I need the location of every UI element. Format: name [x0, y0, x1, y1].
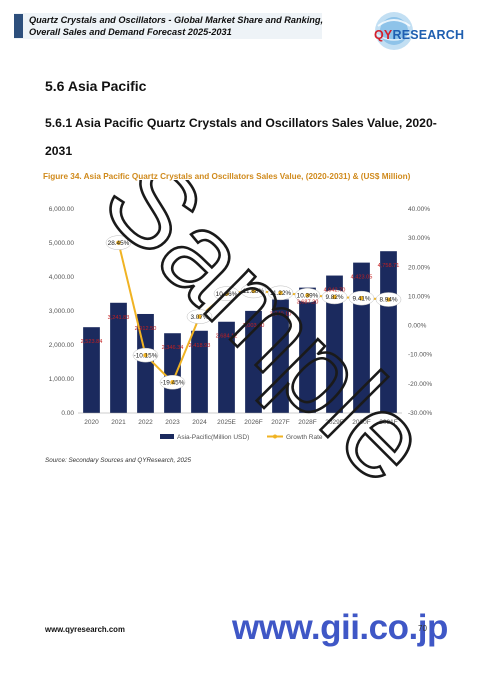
- y-left-tick-label: 4,000.00: [49, 274, 75, 281]
- x-tick-label: 2021: [111, 419, 126, 426]
- bar-2027F: [272, 299, 289, 413]
- bar-data-label: 3,687.20: [297, 300, 319, 306]
- bar-2028F: [299, 287, 316, 413]
- bar-2031F: [380, 251, 397, 413]
- bar-data-label: 3,340.10: [270, 311, 292, 317]
- bar-data-label: 3,241.83: [108, 315, 130, 321]
- logo-wordmark: QYRESEARCH: [374, 28, 464, 42]
- x-tick-label: 2024: [192, 419, 207, 426]
- growth-point: [251, 288, 256, 294]
- footer-url[interactable]: www.qyresearch.com: [45, 625, 125, 634]
- bar-data-label: 2,912.50: [135, 326, 157, 332]
- growth-point: [305, 293, 310, 298]
- y-left-tick-label: 6,000.00: [49, 206, 75, 213]
- growth-data-label: 3.07%: [190, 314, 208, 321]
- bar-2030F: [353, 262, 370, 413]
- legend-label-line: Growth Rate: [286, 434, 323, 441]
- bar-2020: [83, 327, 100, 413]
- bar-2025E: [218, 321, 235, 413]
- growth-point: [170, 380, 175, 385]
- bar-2029F: [326, 275, 343, 413]
- growth-data-label: 11.88%: [243, 288, 265, 295]
- growth-point: [332, 294, 337, 300]
- growth-point: [143, 352, 148, 358]
- growth-point: [224, 291, 229, 296]
- bar-2026F: [245, 310, 262, 413]
- x-tick-label: 2026F: [244, 419, 262, 426]
- x-tick-label: 2022: [138, 419, 153, 426]
- bar-data-label: 4,758.71: [378, 263, 400, 269]
- x-tick-label: 2030F: [352, 419, 370, 426]
- growth-point: [386, 297, 391, 302]
- logo-qy: QY: [374, 28, 393, 42]
- growth-point: [359, 295, 364, 301]
- legend-label-bars: Asia-Pacific(Million USD): [177, 434, 249, 441]
- sales-value-chart: 0.00 1,000.00 2,000.00 3,000.00 4,000.00 5,00…: [49, 206, 433, 441]
- bar-data-label: 2,523.84: [81, 339, 103, 345]
- x-tick-label: 2027F: [271, 419, 289, 426]
- figure-source: Source: Secondary Sources and QYResearch…: [45, 457, 191, 464]
- y-right-tick-label: -20.00%: [408, 381, 432, 388]
- qyresearch-logo-icon: [375, 12, 413, 50]
- x-tick-label: 2025E: [217, 419, 236, 426]
- growth-point: [278, 290, 283, 296]
- y-right-tick-label: 30.00%: [408, 235, 430, 242]
- growth-data-label: 9.82%: [325, 294, 343, 301]
- legend-swatch-bars: [160, 434, 174, 439]
- growth-point: [197, 314, 202, 319]
- y-right-tick-label: -30.00%: [408, 410, 432, 417]
- y-right-tick-label: 40.00%: [408, 206, 430, 213]
- growth-point: [116, 240, 121, 245]
- report-title: Quartz Crystals and Oscillators - Global…: [29, 14, 329, 38]
- bar-2023: [164, 333, 181, 413]
- logo-research: RESEARCH: [392, 28, 465, 42]
- figure-caption: Figure 34. Asia Pacific Quartz Crystals …: [43, 172, 411, 181]
- header-band: [14, 13, 322, 39]
- header-accent-bar: [14, 14, 23, 38]
- x-tick-label: 2023: [165, 419, 180, 426]
- y-left-tick-label: 3,000.00: [49, 308, 75, 315]
- y-left-tick-label: 2,000.00: [49, 342, 75, 349]
- y-left-tick-label: 5,000.00: [49, 240, 75, 247]
- x-tick-label: 2029F: [325, 419, 343, 426]
- bar-2024: [191, 330, 208, 413]
- x-tick-label: 2028F: [298, 419, 316, 426]
- y-right-tick-label: -10.00%: [408, 352, 432, 359]
- report-title-line-2: Overall Sales and Demand Forecast 2025-2…: [29, 27, 232, 37]
- growth-data-label: 28.45%: [108, 240, 130, 247]
- bar-data-label: 2,418.93: [189, 343, 211, 349]
- bar-data-label: 2,346.34: [162, 345, 184, 351]
- legend-swatch-point: [273, 434, 277, 439]
- x-tick-label: 2020: [84, 419, 99, 426]
- section-heading: 5.6 Asia Pacific: [45, 78, 147, 94]
- growth-data-label: 9.41%: [352, 295, 370, 302]
- growth-data-label: 10.96%: [216, 291, 238, 298]
- y-right-tick-label: 0.00%: [408, 323, 427, 330]
- subsection-heading: 5.6.1 Asia Pacific Quartz Crystals and O…: [45, 116, 437, 158]
- y-left-tick-label: 0.00: [61, 410, 74, 417]
- bar-2021: [110, 302, 127, 413]
- page-number: 70: [418, 624, 427, 633]
- bar-data-label: 2,684.12: [216, 334, 238, 340]
- growth-data-label: 11.22%: [270, 290, 292, 297]
- y-right-tick-label: 20.00%: [408, 264, 430, 271]
- bar-data-label: 4,423.05: [351, 275, 373, 281]
- bar-data-label: 3,003.40: [243, 323, 265, 329]
- report-title-line-1: Quartz Crystals and Oscillators - Global…: [29, 15, 324, 25]
- growth-data-label: -19.45%: [161, 379, 185, 386]
- x-tick-label: 2031F: [379, 419, 397, 426]
- growth-data-label: 10.39%: [297, 292, 319, 299]
- gii-watermark-link[interactable]: www.gii.co.jp: [232, 608, 448, 647]
- y-right-tick-label: 10.00%: [408, 293, 430, 300]
- bar-data-label: 4,042.70: [324, 288, 346, 294]
- y-left-tick-label: 1,000.00: [49, 376, 75, 383]
- growth-data-label: -10.15%: [134, 352, 158, 359]
- growth-data-label: 8.94%: [379, 297, 397, 304]
